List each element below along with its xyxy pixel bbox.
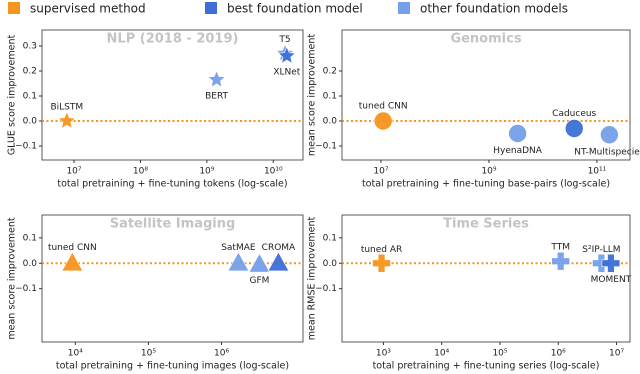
y-tick-label: 0.0: [23, 259, 38, 269]
y-tick-label: 0.0: [323, 117, 338, 127]
x-tick-label: 10¹¹: [588, 167, 607, 177]
x-tick-label: 10⁷: [66, 167, 81, 177]
x-axis-label: total pretraining + fine-tuning series (…: [373, 361, 600, 372]
point-label: tuned CNN: [48, 243, 97, 253]
x-tick-label: 10⁷: [609, 349, 624, 359]
x-axis-label: total pretraining + fine-tuning tokens (…: [57, 179, 287, 190]
x-tick-label: 10³: [376, 349, 391, 359]
y-axis-label: mean score improvement: [307, 34, 318, 157]
data-point: [508, 124, 527, 143]
y-axis-label: mean score improvement: [7, 217, 18, 340]
x-tick-label: 10⁴: [68, 349, 83, 359]
plot-frame: [41, 29, 304, 161]
y-tick-label: 0.3: [23, 42, 37, 52]
data-point: [551, 251, 570, 271]
point-label: MOMENT: [591, 275, 632, 285]
y-tick-label: 0.1: [23, 233, 37, 243]
y-tick-label: −0.1: [315, 284, 337, 294]
data-point: [267, 251, 290, 272]
point-label: GFM: [250, 276, 270, 286]
x-axis-label: total pretraining + fine-tuning images (…: [56, 361, 289, 372]
y-tick-label: 0.0: [323, 259, 338, 269]
point-label: tuned AR: [361, 245, 402, 255]
point-label: NT-Multispecies: [574, 147, 640, 157]
point-label: tuned CNN: [359, 102, 408, 112]
y-tick-label: 0.2: [323, 67, 337, 77]
x-tick-label: 10⁵: [141, 349, 156, 359]
x-axis-label: total pretraining + fine-tuning base-pai…: [362, 179, 610, 190]
y-tick-label: 0.0: [23, 117, 38, 127]
point-label: CROMA: [262, 243, 296, 253]
y-tick-label: 0.2: [23, 67, 37, 77]
x-tick-label: 10⁹: [481, 167, 496, 177]
x-tick-label: 10⁹: [199, 167, 214, 177]
data-point: [207, 69, 226, 88]
y-tick-label: −0.1: [315, 142, 337, 152]
x-tick-label: 10⁴: [434, 349, 449, 359]
x-tick-label: 10⁶: [551, 349, 566, 359]
data-point: [61, 251, 84, 272]
point-label: HyenaDNA: [493, 146, 543, 156]
panel-title: NLP (2018 - 2019): [107, 32, 239, 47]
panel-title: Time Series: [443, 217, 529, 232]
data-point: [248, 252, 271, 273]
point-label: SatMAE: [221, 243, 256, 253]
legend-label: supervised method: [30, 2, 146, 16]
y-tick-label: −0.1: [15, 142, 37, 152]
legend-swatch: [398, 2, 410, 14]
legend-swatch: [8, 2, 20, 14]
plot-frame: [41, 214, 304, 343]
point-label: XLNet: [273, 68, 300, 78]
panel-title: Satellite Imaging: [110, 217, 236, 232]
point-label: Caduceus: [552, 109, 596, 119]
data-point: [57, 111, 77, 129]
point-label: BiLSTM: [50, 103, 83, 113]
x-tick-label: 10⁶: [214, 349, 229, 359]
legend-label: other foundation models: [420, 2, 568, 16]
y-tick-label: 0.1: [323, 233, 337, 243]
data-point: [227, 251, 250, 272]
y-tick-label: 0.1: [23, 92, 37, 102]
point-label: BERT: [205, 91, 228, 101]
legend-swatch: [205, 2, 217, 14]
legend-label: best foundation model: [227, 2, 363, 16]
data-point: [372, 253, 391, 273]
y-axis-label: GLUE score improvement: [7, 35, 18, 156]
point-label: T5: [278, 35, 290, 45]
data-point: [373, 111, 393, 131]
panel-title: Genomics: [450, 32, 521, 47]
y-tick-label: −0.1: [15, 284, 37, 294]
data-point: [564, 119, 584, 138]
point-label: TTM: [550, 243, 570, 253]
point-label: S²IP-LLM: [582, 245, 620, 255]
plot-frame: [341, 214, 631, 343]
data-point: [277, 46, 297, 64]
data-point: [601, 253, 621, 273]
x-tick-label: 10⁵: [492, 349, 507, 359]
x-tick-label: 10⁷: [373, 167, 388, 177]
x-tick-label: 10⁸: [133, 167, 148, 177]
x-tick-label: 10¹⁰: [264, 167, 283, 177]
y-tick-label: 0.1: [323, 92, 337, 102]
plot-frame: [341, 29, 631, 161]
y-axis-label: mean RMSE improvement: [307, 216, 318, 340]
data-point: [600, 125, 619, 145]
